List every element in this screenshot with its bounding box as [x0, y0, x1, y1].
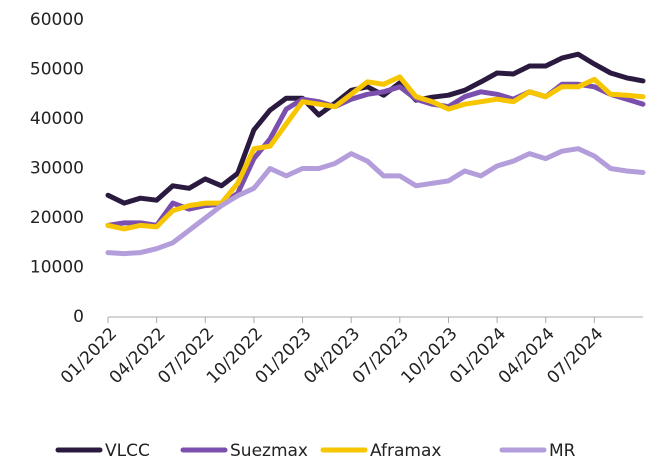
y-tick-label: 20000	[30, 208, 84, 228]
y-tick-label: 0	[73, 307, 84, 327]
series-line	[105, 51, 646, 206]
y-tick-label: 60000	[30, 10, 84, 30]
y-tick-label: 50000	[30, 60, 84, 80]
legend-label: Aframax	[370, 441, 441, 461]
series-line	[105, 74, 646, 232]
y-tick-label: 10000	[30, 258, 84, 278]
legend-label: VLCC	[105, 441, 150, 461]
y-tick-label: 40000	[30, 109, 84, 129]
y-tick-label: 30000	[30, 159, 84, 179]
legend-label: MR	[549, 441, 576, 461]
legend-label: Suezmax	[230, 441, 308, 461]
series-line	[105, 146, 646, 257]
